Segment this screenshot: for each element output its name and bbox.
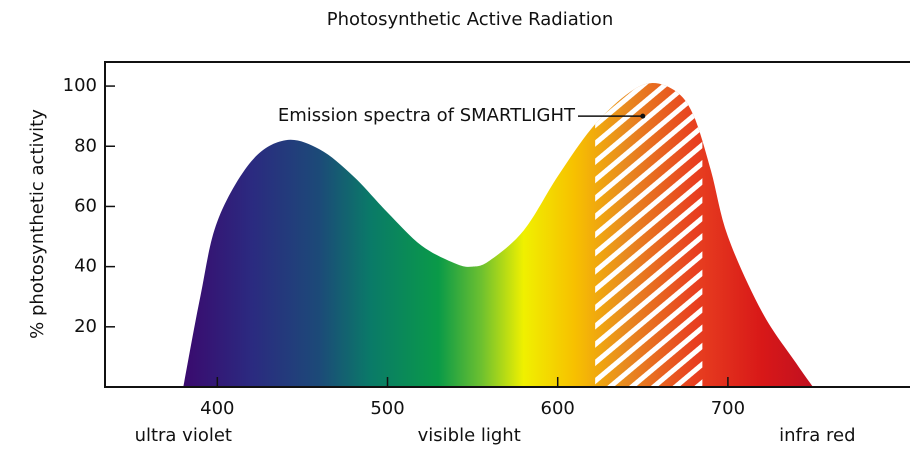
area (183, 83, 813, 387)
region-label: visible light (418, 425, 521, 446)
x-tick-label: 600 (541, 398, 575, 419)
region-label: ultra violet (135, 425, 232, 446)
highlight-region (595, 83, 703, 387)
y-tick-label: 40 (74, 256, 97, 277)
y-tick-label: 100 (63, 75, 97, 96)
y-tick-label: 80 (74, 135, 97, 156)
x-tick-label: 700 (711, 398, 745, 419)
y-tick-label: 20 (74, 316, 97, 337)
region-label: infra red (779, 425, 855, 446)
chart-title: Photosynthetic Active Radiation (327, 9, 613, 30)
plot-frame (104, 61, 910, 388)
x-tick-label: 500 (370, 398, 404, 419)
y-axis-label: % photosynthetic activity (27, 109, 48, 339)
annotation: Emission spectra of SMARTLIGHT (278, 105, 576, 126)
y-tick-label: 60 (74, 195, 97, 216)
annotation-point (640, 113, 646, 119)
x-tick-label: 400 (200, 398, 234, 419)
